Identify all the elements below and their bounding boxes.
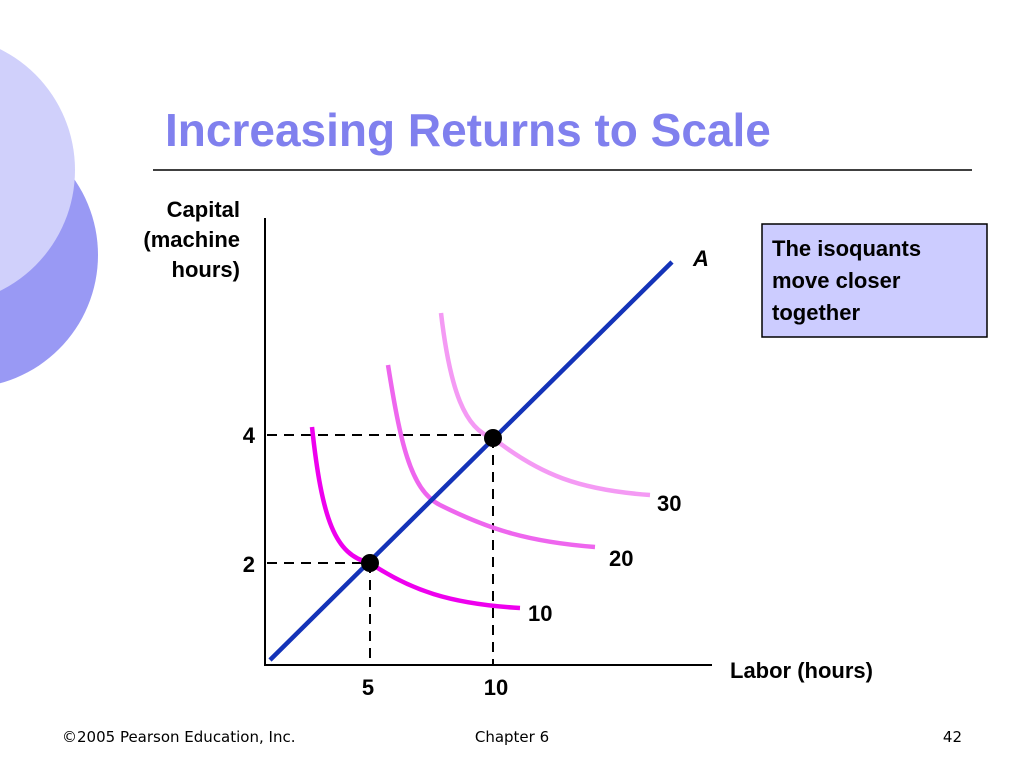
- y-axis-label: hours): [172, 257, 240, 282]
- note-text: The isoquants: [772, 236, 921, 261]
- note-box: [761, 223, 988, 338]
- point: [484, 429, 502, 447]
- title: Increasing Returns to Scale: [165, 104, 771, 156]
- isoquant-label: 30: [657, 491, 681, 516]
- y-tick-label: 4: [243, 423, 256, 448]
- footer-left: ©2005 Pearson Education, Inc.: [62, 728, 295, 746]
- footer-center: Chapter 6: [475, 728, 549, 746]
- note-text: together: [772, 300, 860, 325]
- isoquant-label: 20: [609, 546, 633, 571]
- point: [361, 554, 379, 572]
- x-tick-label: 5: [362, 675, 374, 700]
- x-axis-label: Labor (hours): [730, 658, 873, 683]
- y-axis-label: Capital: [167, 197, 240, 222]
- deco-circle: [0, 49, 75, 291]
- footer-right: 42: [943, 728, 962, 746]
- y-tick-label: 2: [243, 552, 255, 577]
- ray-label: A: [692, 246, 709, 271]
- expansion-ray: [268, 260, 674, 662]
- y-axis-label: (machine: [143, 227, 240, 252]
- note-text: move closer: [772, 268, 901, 293]
- x-tick-label: 10: [484, 675, 508, 700]
- isoquant: [385, 364, 596, 550]
- isoquant-label: 10: [528, 601, 552, 626]
